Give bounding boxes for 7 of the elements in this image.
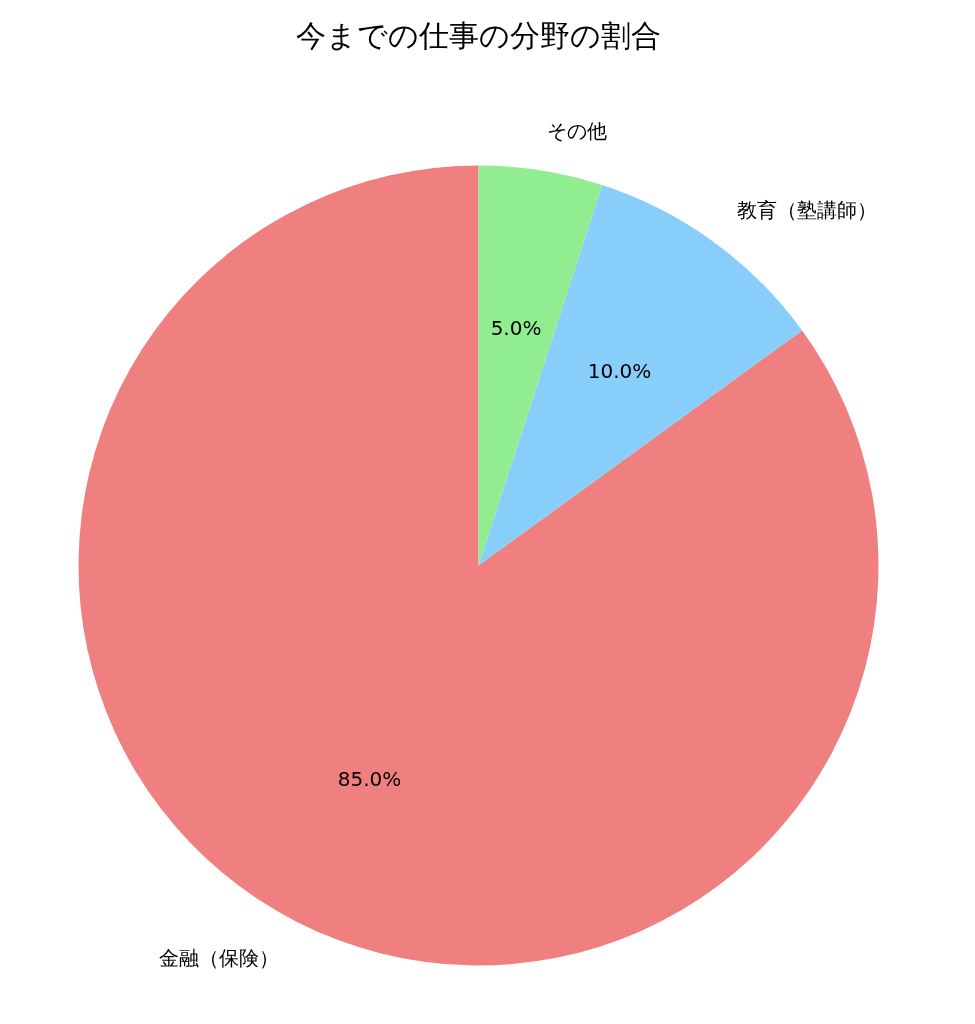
slice-label: 教育（塾講師） (737, 197, 878, 222)
slice-label: その他 (547, 118, 608, 143)
chart-title: 今までの仕事の分野の割合 (296, 18, 661, 53)
data-label: 85.0% (337, 767, 402, 792)
slice-label: 金融（保険） (158, 945, 279, 970)
data-label: 5.0% (490, 316, 542, 341)
data-label: 10.0% (587, 359, 652, 384)
